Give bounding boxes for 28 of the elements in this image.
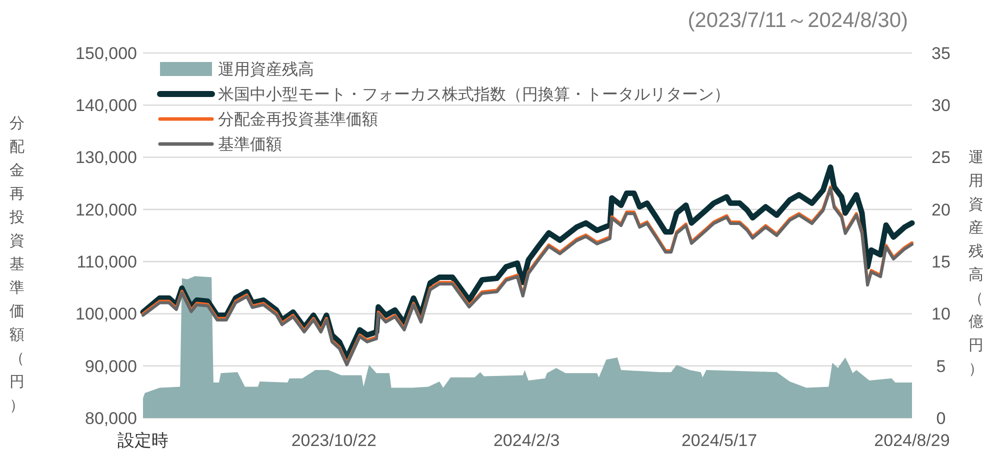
legend-label: 基準価額: [218, 136, 282, 154]
y2-tick-label: 25: [932, 148, 950, 168]
y2-tick-label: 20: [932, 200, 950, 220]
text: 運用資産残高（億円）: [968, 149, 984, 378]
x-tick-label: 2023/10/22: [291, 431, 376, 450]
y-tick-label: 100,000: [76, 304, 137, 324]
chart-subtitle: (2023/7/11～2024/8/30): [688, 9, 908, 32]
legend-label: 米国中小型モート・フォーカス株式指数（円換算・トータルリターン）: [218, 86, 730, 104]
y2-tick-label: 15: [932, 252, 950, 272]
x-tick-label: 2024/8/29: [874, 431, 950, 450]
y2-tick-label: 5: [936, 356, 946, 376]
y-tick-label: 90,000: [85, 356, 137, 376]
y2-tick-label: 30: [932, 96, 950, 116]
y2-tick-label: 10: [932, 304, 950, 324]
y-tick-label: 130,000: [76, 148, 137, 168]
y-tick-label: 110,000: [76, 252, 137, 272]
y2-tick-label: 0: [936, 408, 946, 428]
legend-label: 運用資産残高: [218, 60, 314, 79]
text: 分配金再投資基準価額（円）: [10, 115, 24, 414]
y-tick-label: 80,000: [85, 408, 137, 428]
y2-tick-label: 35: [932, 44, 950, 63]
y-tick-label: 150,000: [76, 44, 137, 63]
x-tick-label: 設定時: [118, 431, 168, 450]
legend-label: 分配金再投資基準価額: [218, 110, 378, 129]
y-tick-label: 140,000: [76, 96, 137, 116]
x-tick-label: 2024/5/17: [681, 431, 758, 450]
x-tick-label: 2024/2/3: [493, 431, 560, 450]
y-tick-label: 120,000: [76, 200, 137, 220]
